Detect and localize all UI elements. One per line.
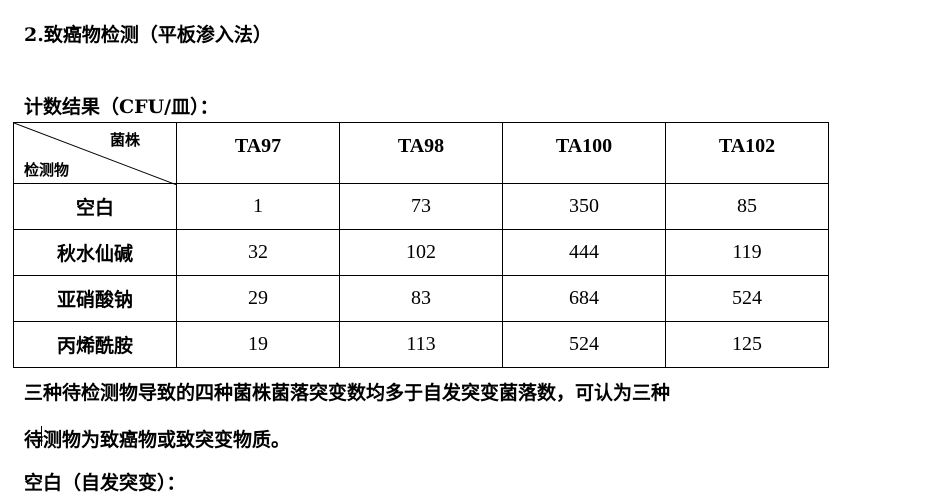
section-heading: 2.致癌物检测（平板渗入法） <box>24 24 272 46</box>
table-cell: 83 <box>339 275 503 322</box>
row-label: 秋水仙碱 <box>13 229 177 276</box>
column-header: TA98 <box>339 122 503 184</box>
table-cell: 119 <box>665 229 829 276</box>
table-cell: 444 <box>502 229 666 276</box>
table-cell: 350 <box>502 183 666 230</box>
column-header: TA100 <box>502 122 666 184</box>
table-cell: 524 <box>665 275 829 322</box>
table-cell: 1 <box>176 183 340 230</box>
table-cell: 102 <box>339 229 503 276</box>
table-row: 秋水仙碱 32 102 444 119 <box>13 229 829 276</box>
table-cell: 73 <box>339 183 503 230</box>
table-cell: 113 <box>339 321 503 368</box>
table-row: 空白 1 73 350 85 <box>13 183 829 230</box>
table-cell: 125 <box>665 321 829 368</box>
diagonal-line <box>14 123 177 185</box>
results-subheading: 计数结果（CFU/皿）： <box>24 96 219 118</box>
table-row: 亚硝酸钠 29 83 684 524 <box>13 275 829 322</box>
table-header-row: 菌株 检测物 TA97 TA98 TA100 TA102 <box>13 122 829 185</box>
row-label: 亚硝酸钠 <box>13 275 177 322</box>
table-cell: 19 <box>176 321 340 368</box>
row-label: 丙烯酰胺 <box>13 321 177 368</box>
column-header: TA97 <box>176 122 340 184</box>
table-cell: 32 <box>176 229 340 276</box>
conclusion-line-2: 待测物为致癌物或致突变物质。 <box>24 429 291 451</box>
results-table: 菌株 检测物 TA97 TA98 TA100 TA102 空白 1 73 350… <box>13 122 829 368</box>
corner-label-strain: 菌株 <box>109 131 140 149</box>
table-cell: 29 <box>176 275 340 322</box>
row-label: 空白 <box>13 183 177 230</box>
blank-heading: 空白（自发突变）： <box>24 472 186 494</box>
corner-header-cell: 菌株 检测物 <box>13 122 177 185</box>
table-cell: 85 <box>665 183 829 230</box>
table-row: 丙烯酰胺 19 113 524 125 <box>13 321 829 368</box>
table-cell: 684 <box>502 275 666 322</box>
column-header: TA102 <box>665 122 829 184</box>
text-caret <box>41 426 42 446</box>
conclusion-line-1: 三种待检测物导致的四种菌株菌落突变数均多于自发突变菌落数，可认为三种 <box>24 382 671 404</box>
corner-label-substance: 检测物 <box>24 161 70 179</box>
table-cell: 524 <box>502 321 666 368</box>
